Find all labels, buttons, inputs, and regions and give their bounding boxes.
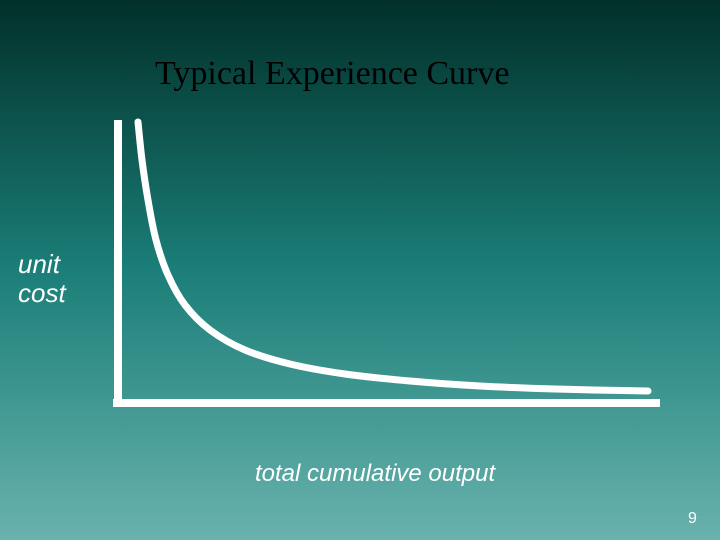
slide-title: Typical Experience Curve: [155, 55, 509, 93]
y-axis-label-line1: unit: [18, 249, 60, 279]
y-axis-label: unit cost: [18, 250, 66, 307]
x-axis-label: total cumulative output: [255, 460, 495, 488]
y-axis-label-line2: cost: [18, 278, 66, 308]
slide-root: Typical Experience Curve unit cost total…: [0, 0, 720, 540]
page-number: 9: [688, 510, 697, 528]
